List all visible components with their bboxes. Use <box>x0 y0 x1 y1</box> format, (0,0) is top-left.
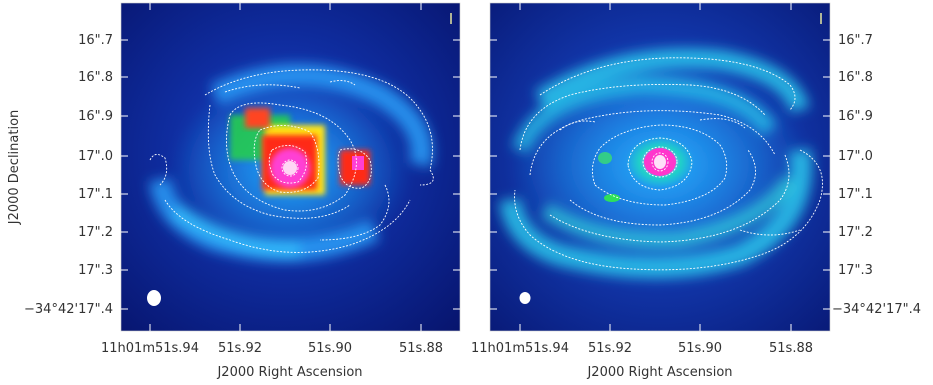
right-ticks <box>490 3 830 331</box>
right-ytick-labels: 16".7 16".8 16".9 17".0 17".1 17".2 17".… <box>832 33 921 317</box>
y-axis-title: J2000 Declination <box>7 110 22 226</box>
left-xtick-label: 11h01m51s.94 <box>101 341 199 356</box>
left-frame <box>120 2 461 332</box>
right-galaxy-core <box>598 136 694 202</box>
left-xtick-labels: 11h01m51s.94 51s.92 51s.90 51s.88 <box>101 341 443 356</box>
right-ytick-label: 16".7 <box>838 33 873 48</box>
right-xtick-label: 51s.90 <box>678 341 722 356</box>
left-xtick-label: 51s.90 <box>308 341 352 356</box>
left-beam-ellipse <box>147 290 161 306</box>
right-xtick-label: 11h01m51s.94 <box>471 341 569 356</box>
left-xtick-label: 51s.92 <box>218 341 262 356</box>
left-ticks <box>121 3 460 331</box>
right-xtick-label: 51s.88 <box>769 341 813 356</box>
left-ytick-label: −34°42'17".4 <box>24 302 113 317</box>
right-ytick-label: 16".8 <box>838 70 873 85</box>
left-ytick-label: 17".0 <box>78 149 113 164</box>
left-ytick-label: 17".1 <box>78 187 113 202</box>
right-ytick-label: −34°42'17".4 <box>832 302 921 317</box>
right-x-axis-title: J2000 Right Ascension <box>586 365 732 380</box>
right-ytick-label: 17".3 <box>838 263 873 278</box>
left-ytick-label: 16".8 <box>78 70 113 85</box>
right-contours <box>514 57 823 271</box>
left-x-axis-title: J2000 Right Ascension <box>216 365 362 380</box>
left-ytick-label: 16".9 <box>78 109 113 124</box>
left-ytick-label: 17".2 <box>78 225 113 240</box>
left-ytick-label: 17".3 <box>78 263 113 278</box>
right-frame <box>489 2 831 332</box>
right-xtick-label: 51s.92 <box>588 341 632 356</box>
right-ytick-label: 17".2 <box>838 225 873 240</box>
left-xtick-label: 51s.88 <box>399 341 443 356</box>
right-image-panel: 16".7 16".8 16".9 17".0 17".1 17".2 17".… <box>471 2 921 380</box>
right-ytick-label: 17".1 <box>838 187 873 202</box>
right-ytick-label: 17".0 <box>838 149 873 164</box>
right-ytick-label: 16".9 <box>838 109 873 124</box>
left-ytick-label: 16".7 <box>78 33 113 48</box>
left-contours <box>149 69 434 253</box>
right-beam-ellipse <box>519 292 531 304</box>
right-xtick-labels: 11h01m51s.94 51s.92 51s.90 51s.88 <box>471 341 813 356</box>
left-ytick-labels: 16".7 16".8 16".9 17".0 17".1 17".2 17".… <box>24 33 113 317</box>
left-image-panel: 16".7 16".8 16".9 17".0 17".1 17".2 17".… <box>24 2 461 380</box>
left-galaxy-core <box>230 108 370 195</box>
